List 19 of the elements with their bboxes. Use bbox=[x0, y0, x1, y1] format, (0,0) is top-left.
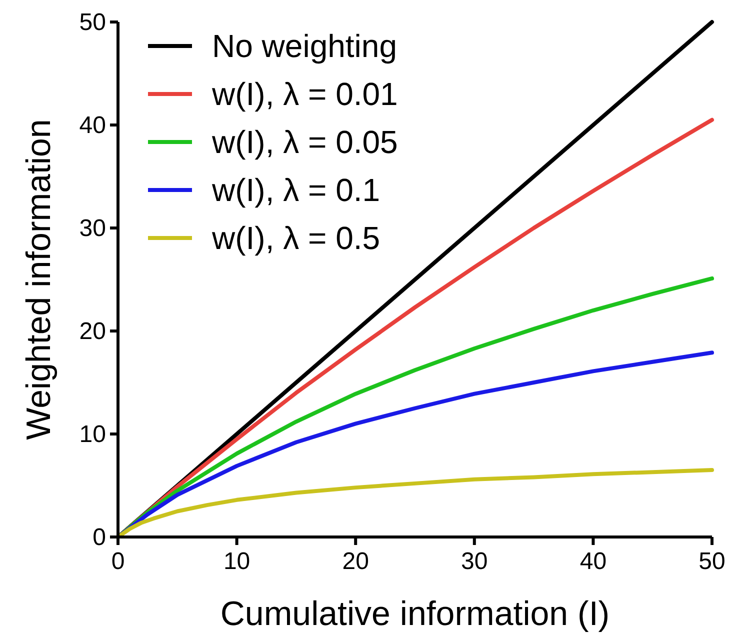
legend-label: No weighting bbox=[212, 28, 397, 64]
y-tick-label: 40 bbox=[79, 112, 106, 139]
x-tick-label: 30 bbox=[461, 548, 488, 575]
x-tick-label: 10 bbox=[223, 548, 250, 575]
x-tick-label: 50 bbox=[698, 548, 726, 575]
y-tick-label: 20 bbox=[79, 318, 106, 345]
y-axis-title: Weighted information bbox=[20, 119, 58, 440]
y-tick-label: 50 bbox=[79, 9, 106, 36]
x-tick-label: 40 bbox=[580, 548, 607, 575]
legend-label: w(I), λ = 0.5 bbox=[211, 220, 380, 256]
y-tick-label: 10 bbox=[79, 421, 106, 448]
y-tick-label: 30 bbox=[79, 215, 106, 242]
legend-label: w(I), λ = 0.01 bbox=[211, 76, 398, 112]
legend-label: w(I), λ = 0.1 bbox=[211, 172, 380, 208]
legend-label: w(I), λ = 0.05 bbox=[211, 124, 398, 160]
x-tick-label: 20 bbox=[342, 548, 369, 575]
y-tick-label: 0 bbox=[92, 524, 106, 551]
x-tick-label: 0 bbox=[111, 548, 125, 575]
x-axis-title: Cumulative information (I) bbox=[220, 595, 610, 633]
